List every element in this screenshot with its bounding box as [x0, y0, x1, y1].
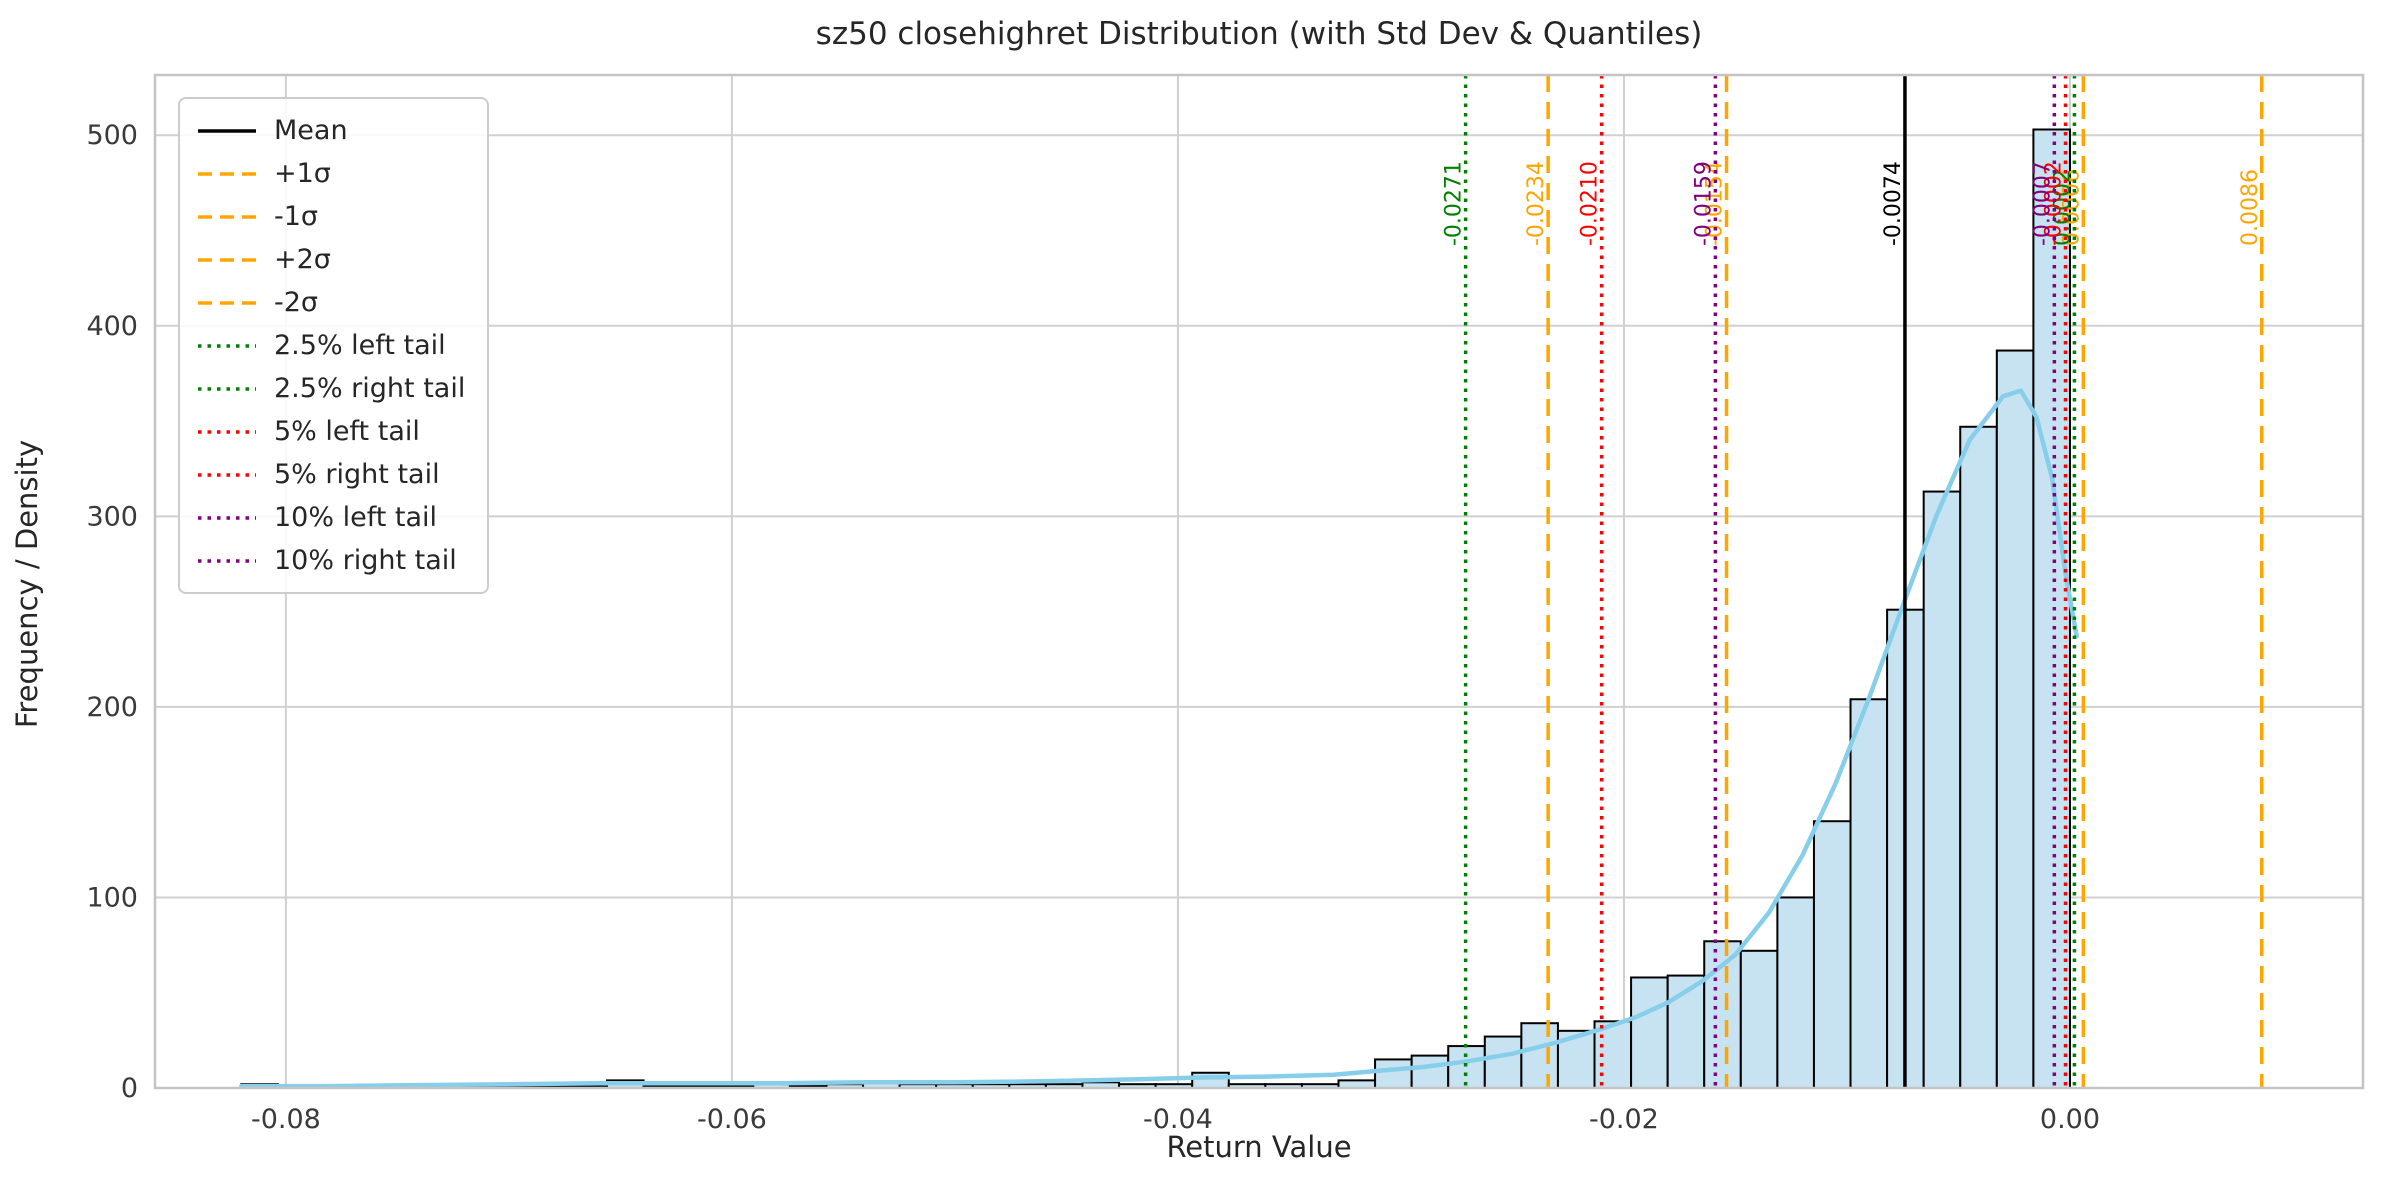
histogram-bar [1995, 349, 2035, 1089]
y-tick-label: 200 [86, 692, 138, 723]
legend-line-sample [198, 171, 256, 176]
histogram-bar [1959, 425, 1998, 1089]
legend-item: +1σ [196, 152, 465, 195]
axes-border [153, 73, 2365, 1090]
legend-item-label: 2.5% left tail [274, 330, 446, 361]
kde-curve [239, 388, 2079, 1089]
legend-item: 2.5% left tail [196, 324, 465, 367]
histogram-bar [1739, 949, 1779, 1089]
vline-label-q2p5-left-tail: -0.0271 [1442, 161, 1467, 246]
y-tick-label: 300 [86, 501, 138, 532]
legend-item-label: 5% left tail [274, 416, 420, 447]
histogram-bar [1630, 976, 1669, 1089]
legend-item: 5% right tail [196, 453, 465, 496]
legend-item-label: 5% right tail [274, 459, 440, 490]
histogram-bar [1374, 1058, 1413, 1090]
legend-line-sample [198, 257, 256, 262]
x-tick-label: -0.04 [1143, 1104, 1213, 1135]
legend-line-sample [198, 558, 256, 563]
vline-label-q10-left-tail: -0.0159 [1691, 161, 1716, 246]
y-tick-label: 500 [86, 120, 138, 151]
vline-label-minus-1-sigma: -0.0154 [1703, 161, 1728, 246]
legend-item: Mean [196, 109, 465, 152]
legend-line-sample [198, 214, 256, 219]
legend-item: 10% left tail [196, 496, 465, 539]
vline-label-mean: -0.0074 [1881, 161, 1906, 246]
vline-label-plus-1-sigma: 0.0006 [2059, 169, 2084, 246]
histogram-bar [1812, 820, 1852, 1089]
legend-line-sample [198, 300, 256, 305]
legend-item-label: 10% left tail [274, 502, 438, 533]
legend-line-sample [198, 472, 256, 477]
x-tick-label: -0.08 [251, 1104, 321, 1135]
histogram-bar [1410, 1054, 1450, 1090]
x-tick-label: -0.06 [697, 1104, 767, 1135]
legend-line-sample [198, 429, 256, 434]
legend-item-label: 2.5% right tail [274, 373, 466, 404]
histogram-bar [1447, 1045, 1486, 1090]
vline-label-q5-right-tail: -0.0002 [2042, 161, 2067, 246]
legend-item-label: -1σ [274, 201, 319, 232]
legend-item: -1σ [196, 195, 465, 238]
y-tick-label: 100 [86, 882, 138, 913]
chart-title: sz50 closehighret Distribution (with Std… [815, 16, 1703, 52]
legend-item-label: -2σ [274, 287, 319, 318]
legend-line-sample [198, 343, 256, 348]
histogram-bar [1849, 698, 1889, 1089]
y-tick-label: 0 [121, 1073, 138, 1104]
vline-label-q5-left-tail: -0.0210 [1578, 161, 1603, 246]
legend: Mean +1σ -1σ +2σ -2σ 2.5% left tail 2.5% right… [178, 97, 490, 594]
y-axis-label: Frequency / Density [10, 439, 44, 729]
legend-item: +2σ [196, 238, 465, 281]
histogram-bar [1520, 1022, 1559, 1090]
legend-line-sample [198, 515, 256, 520]
y-tick-label: 400 [86, 311, 138, 342]
x-tick-label: 0.00 [2040, 1104, 2100, 1135]
legend-line-sample [198, 386, 256, 391]
histogram-bar [1922, 490, 1962, 1089]
x-axis-label: Return Value [1166, 1130, 1352, 1164]
legend-item-label: +1σ [274, 158, 331, 189]
vline-label-minus-2-sigma: -0.0234 [1524, 161, 1549, 246]
legend-item: -2σ [196, 281, 465, 324]
histogram-bar [1776, 896, 1815, 1089]
vline-label-plus-2-sigma: 0.0086 [2238, 169, 2263, 246]
vline-label-q10-right-tail: -0.0007 [2030, 161, 2055, 246]
legend-line-sample [198, 128, 256, 133]
histogram-bar [1483, 1035, 1523, 1090]
legend-item-label: 10% right tail [274, 545, 457, 576]
legend-item: 5% left tail [196, 410, 465, 453]
legend-item-label: Mean [274, 115, 348, 146]
legend-item: 10% right tail [196, 539, 465, 582]
x-tick-label: -0.02 [1589, 1104, 1659, 1135]
legend-item-label: +2σ [274, 244, 331, 275]
legend-item: 2.5% right tail [196, 367, 465, 410]
